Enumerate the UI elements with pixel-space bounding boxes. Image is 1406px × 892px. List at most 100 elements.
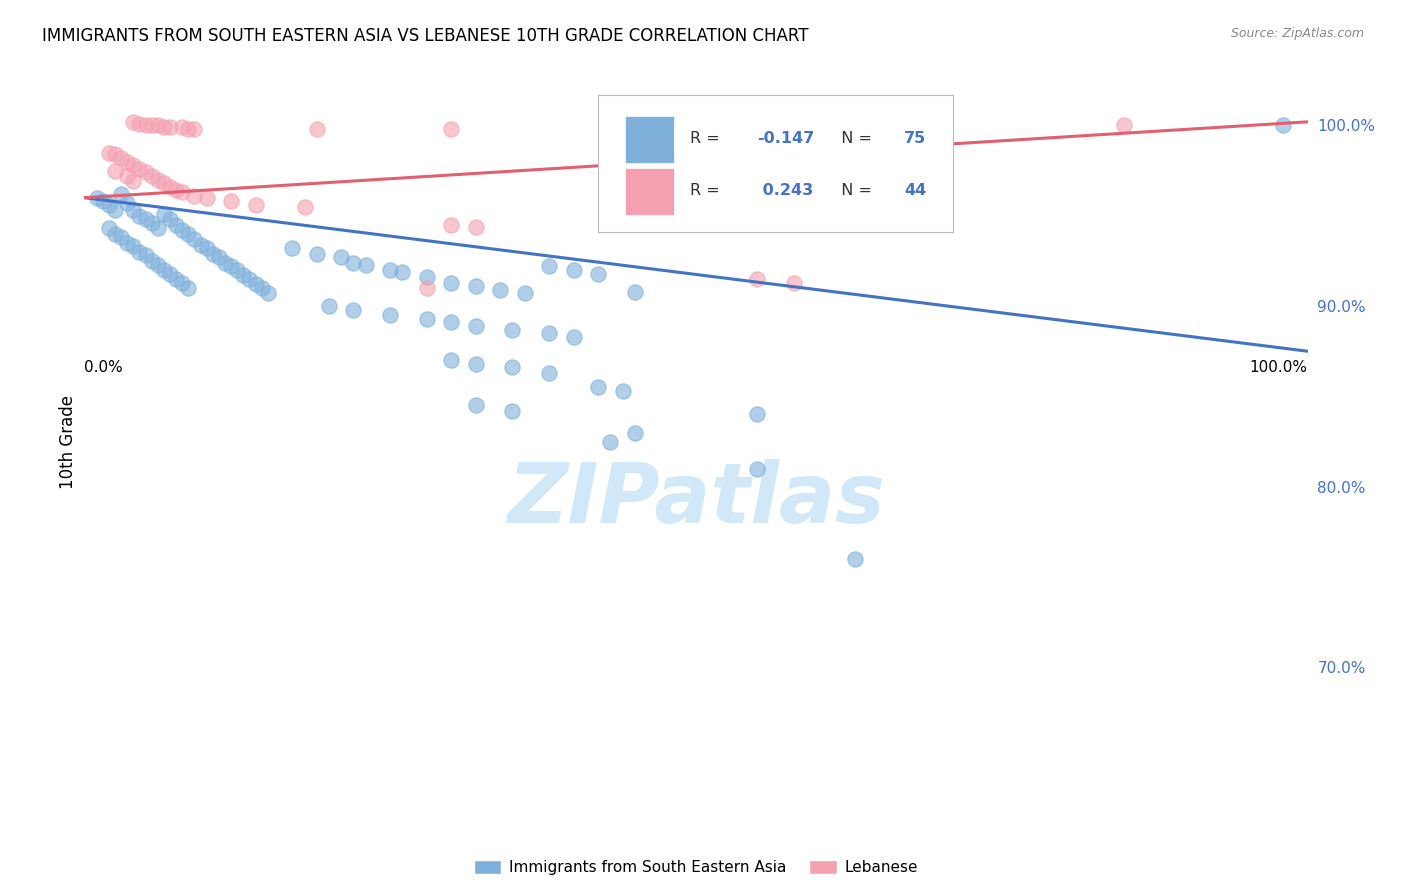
Point [440, 276, 463, 290]
Point [195, 241, 218, 255]
Point [747, 461, 769, 475]
Point [929, 122, 952, 136]
FancyBboxPatch shape [598, 95, 953, 232]
Point [146, 258, 169, 272]
Point [104, 163, 127, 178]
Point [416, 311, 439, 326]
Point [159, 212, 181, 227]
Point [122, 158, 145, 172]
Point [97, 198, 120, 212]
Text: R =: R = [690, 183, 724, 198]
Point [513, 286, 536, 301]
Point [141, 216, 163, 230]
Point [599, 434, 621, 449]
Point [159, 120, 181, 135]
Point [208, 250, 231, 264]
Point [153, 207, 176, 221]
Text: 0.0%: 0.0% [84, 359, 124, 375]
Point [747, 408, 769, 422]
Text: 100.0%: 100.0% [1250, 359, 1308, 375]
Point [110, 230, 132, 244]
Point [177, 227, 200, 241]
Point [464, 279, 486, 293]
Point [538, 260, 561, 274]
Point [110, 187, 132, 202]
Point [122, 115, 145, 129]
Point [128, 161, 150, 176]
Text: N =: N = [831, 130, 877, 145]
Point [165, 218, 187, 232]
Point [538, 366, 561, 380]
Point [122, 174, 145, 188]
Point [391, 265, 413, 279]
Point [440, 218, 463, 232]
Point [747, 272, 769, 286]
Point [294, 200, 316, 214]
Point [115, 154, 138, 169]
Point [128, 117, 150, 131]
Point [502, 360, 524, 375]
Point [97, 145, 120, 160]
Text: -0.147: -0.147 [758, 130, 814, 145]
Point [122, 203, 145, 218]
Point [502, 322, 524, 336]
Point [159, 267, 181, 281]
Point [122, 239, 145, 253]
Point [141, 253, 163, 268]
Point [464, 398, 486, 412]
Legend: Immigrants from South Eastern Asia, Lebanese: Immigrants from South Eastern Asia, Leba… [468, 854, 924, 881]
Point [183, 122, 205, 136]
Point [562, 263, 585, 277]
Point [586, 267, 609, 281]
Point [502, 404, 524, 418]
Point [135, 165, 157, 179]
Point [172, 223, 194, 237]
Point [104, 227, 127, 241]
Point [86, 191, 108, 205]
Point [416, 281, 439, 295]
Point [104, 203, 127, 218]
Point [172, 186, 194, 200]
Point [489, 283, 512, 297]
Text: 44: 44 [904, 183, 927, 198]
Point [342, 302, 364, 317]
Point [115, 235, 138, 250]
Point [440, 315, 463, 329]
Point [869, 120, 891, 135]
Point [135, 212, 157, 227]
Point [305, 246, 328, 260]
Point [195, 191, 218, 205]
Y-axis label: 10th Grade: 10th Grade [59, 394, 77, 489]
Text: ZIPatlas: ZIPatlas [508, 458, 884, 540]
Point [1114, 119, 1136, 133]
Point [104, 147, 127, 161]
Point [624, 425, 647, 440]
Point [153, 263, 176, 277]
Point [232, 268, 254, 283]
Point [91, 194, 114, 209]
FancyBboxPatch shape [626, 117, 673, 163]
Point [219, 194, 242, 209]
Point [440, 353, 463, 368]
Text: IMMIGRANTS FROM SOUTH EASTERN ASIA VS LEBANESE 10TH GRADE CORRELATION CHART: IMMIGRANTS FROM SOUTH EASTERN ASIA VS LE… [42, 27, 808, 45]
Point [318, 299, 340, 313]
Point [97, 221, 120, 235]
Point [586, 380, 609, 394]
Point [183, 189, 205, 203]
Point [159, 179, 181, 194]
Point [135, 248, 157, 262]
Point [201, 246, 224, 260]
Point [245, 277, 267, 292]
Point [128, 209, 150, 223]
Point [257, 286, 280, 301]
Point [281, 241, 304, 255]
Text: Source: ZipAtlas.com: Source: ZipAtlas.com [1230, 27, 1364, 40]
Point [464, 357, 486, 371]
Point [305, 122, 328, 136]
Text: 75: 75 [904, 130, 927, 145]
Point [214, 256, 236, 270]
Text: N =: N = [831, 183, 877, 198]
Point [354, 258, 377, 272]
Point [172, 120, 194, 135]
Point [183, 232, 205, 246]
